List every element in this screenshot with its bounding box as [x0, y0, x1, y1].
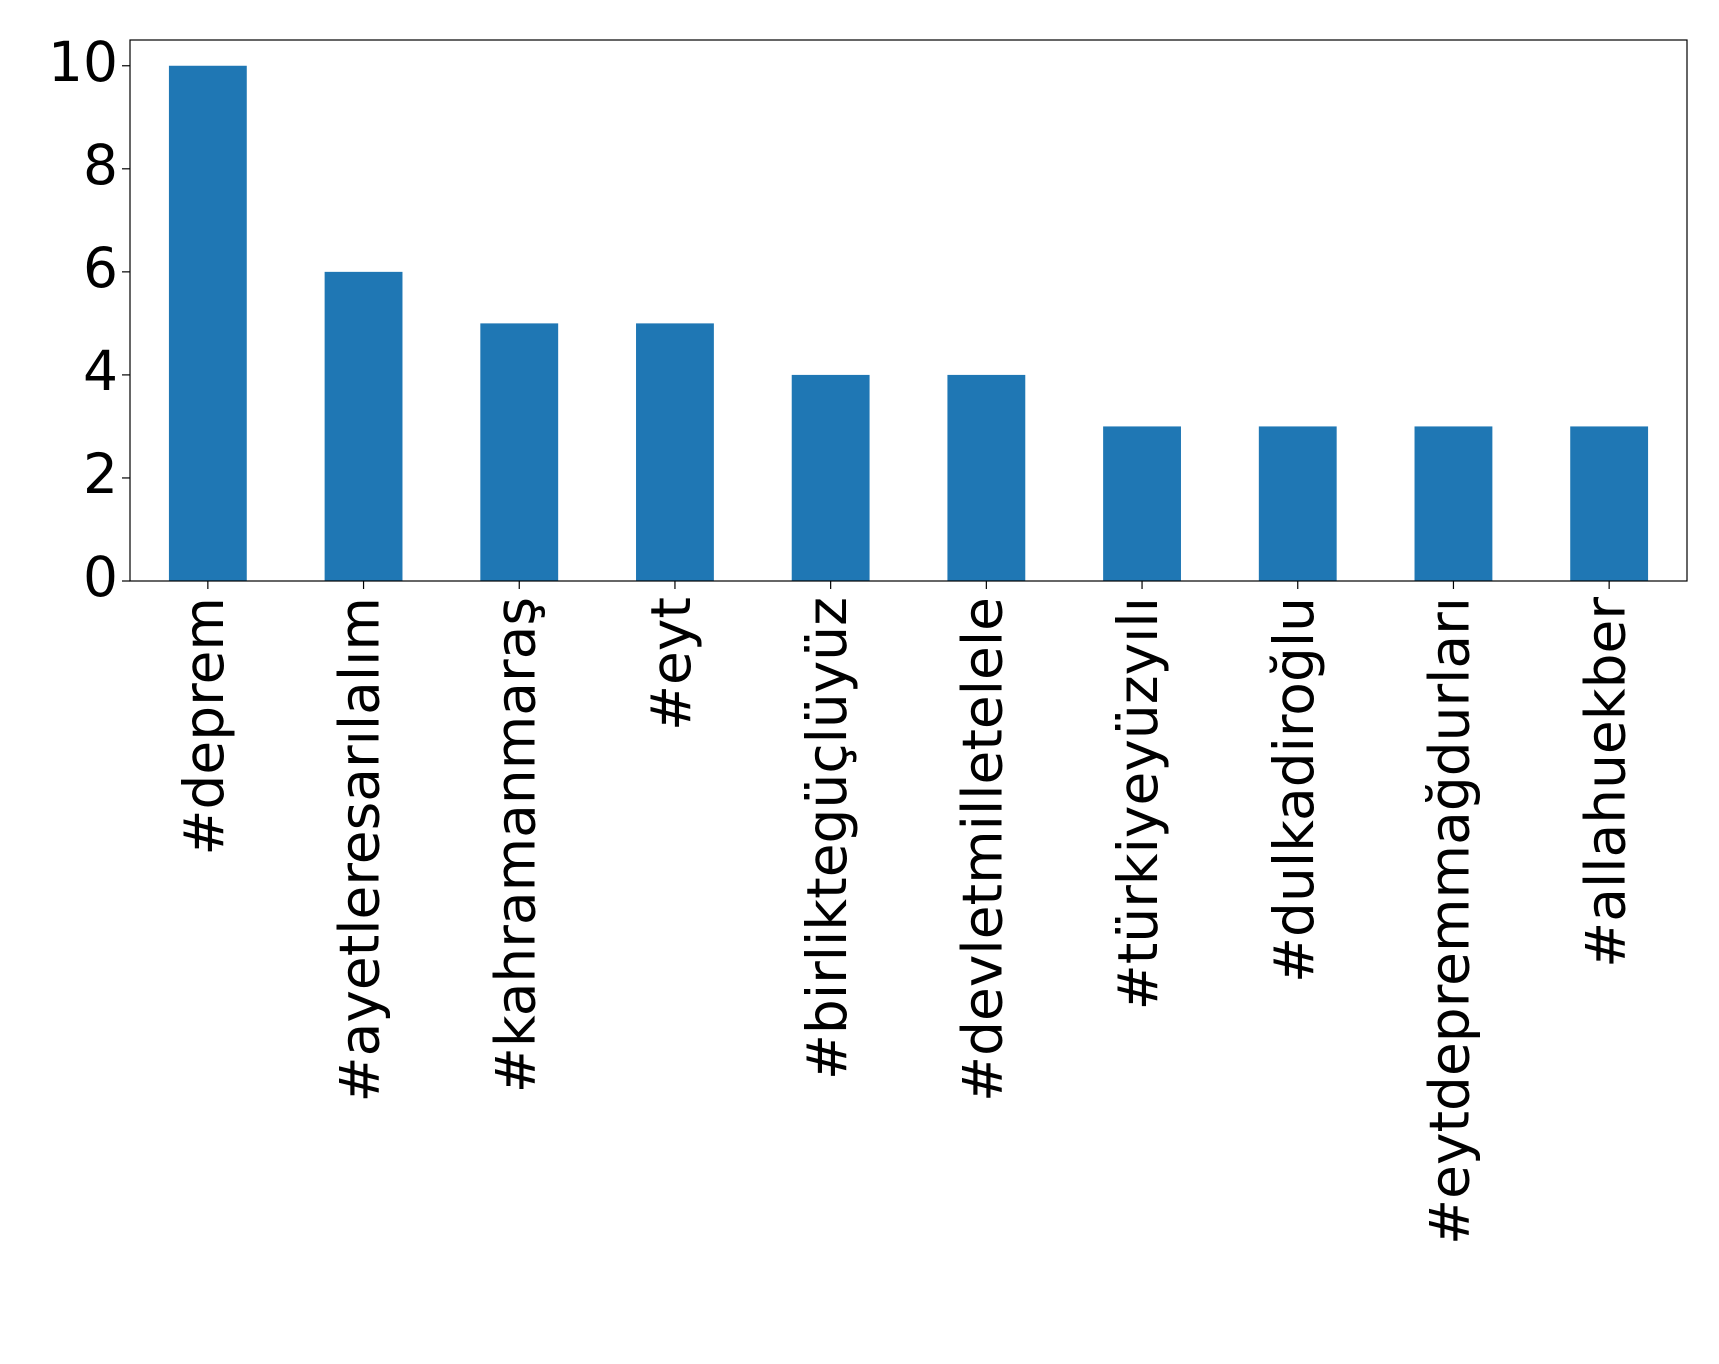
x-tick-label: #deprem [172, 597, 236, 856]
y-tick-label: 4 [83, 339, 118, 403]
y-tick-label: 8 [83, 133, 118, 197]
x-tick-label: #devletmilletelele [950, 597, 1014, 1102]
bar [1414, 426, 1493, 581]
y-tick-label: 10 [48, 30, 118, 94]
bar [480, 323, 559, 581]
plot-frame [129, 39, 1688, 582]
y-tick-label: 0 [83, 545, 118, 609]
bar [324, 271, 403, 581]
x-tick-label: #allahuekber [1573, 597, 1637, 968]
x-tick-label: #dulkadiroğlu [1262, 597, 1326, 983]
y-tick-label: 6 [83, 236, 118, 300]
bar [1258, 426, 1337, 581]
bar [636, 323, 714, 581]
bar [1570, 426, 1649, 581]
x-tick-label: #birliktegüçlüyüz [795, 597, 859, 1080]
x-tick-label: #eyt [639, 597, 703, 731]
bar [791, 374, 870, 581]
y-tick-label: 2 [83, 442, 118, 506]
x-tick-label: #eytdepremmağdurları [1418, 597, 1482, 1245]
x-tick-label: #ayetleresarılalım [328, 597, 392, 1102]
x-tick-label: #kahramanmaraş [483, 597, 547, 1093]
x-tick-label: #türkiyeyüzyılı [1106, 597, 1170, 1010]
bar [947, 374, 1026, 581]
bar [1103, 426, 1181, 581]
bar [168, 65, 247, 581]
